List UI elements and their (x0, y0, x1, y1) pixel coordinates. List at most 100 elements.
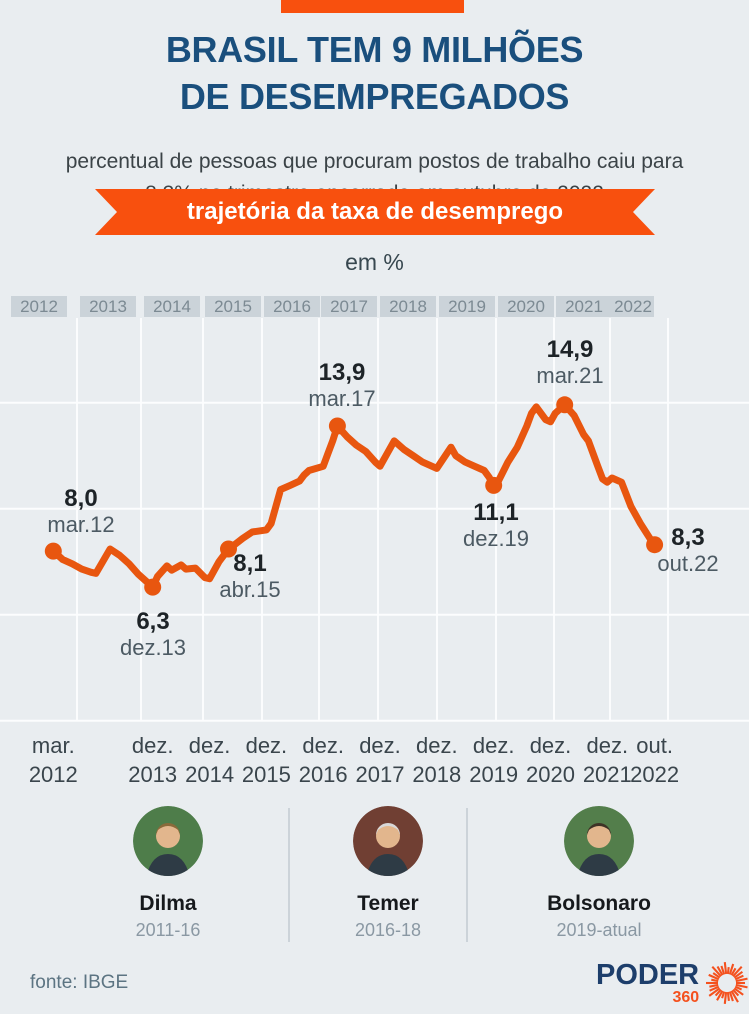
x-tick-year: 2022 (630, 762, 680, 787)
data-point-out.22 (646, 536, 664, 554)
presidents-divider (288, 808, 290, 942)
point-date: abr.15 (219, 577, 281, 602)
data-point-mar.21 (556, 396, 574, 414)
year-band-2016: 2016 (264, 296, 320, 317)
logo-wordmark: PODER (596, 959, 700, 991)
year-band-2012: 2012 (11, 296, 67, 317)
point-value: 11,1 (473, 499, 519, 526)
x-tick-dez.2020: dez. 2020 (526, 731, 575, 789)
president-photo (564, 806, 634, 876)
unemployment-rate-line (49, 401, 659, 591)
president-name: Temer (357, 892, 419, 915)
logo-number: 360 (672, 989, 700, 1006)
year-band-2019: 2019 (439, 296, 495, 317)
x-tick-month: dez. (302, 733, 344, 758)
x-tick-month: dez. (529, 733, 572, 758)
x-tick-year: 2012 (28, 762, 78, 787)
data-point-mar.17 (328, 417, 346, 435)
x-tick-month: dez. (359, 733, 401, 758)
unit-label: em % (345, 249, 404, 275)
section-ribbon: trajetória da taxa de desemprego (95, 189, 655, 235)
x-tick-year: 2019 (469, 762, 519, 787)
poder360-logo: PODER 360 (596, 958, 749, 1008)
point-label-mar.21: 14,9 mar.21 (536, 336, 604, 389)
x-tick-month: dez. (188, 733, 231, 758)
x-tick-year: 2015 (241, 762, 291, 787)
president-name: Dilma (139, 892, 197, 915)
x-tick-month: dez. (415, 733, 458, 758)
x-tick-dez.2017: dez. 2017 (356, 731, 405, 789)
x-tick-month: dez. (131, 733, 174, 758)
x-tick-dez.2015: dez. 2015 (242, 731, 291, 789)
x-tick-month: out. (636, 733, 673, 758)
x-tick-mar.2012: mar. 2012 (29, 731, 78, 789)
year-band-2013: 2013 (80, 296, 136, 317)
point-date: dez.19 (462, 526, 530, 551)
point-label-out.22: 8,3 out.22 (657, 524, 719, 577)
x-tick-dez.2019: dez. 2019 (469, 731, 518, 789)
x-tick-dez.2014: dez. 2014 (185, 731, 234, 789)
point-value: 8,1 (233, 550, 267, 577)
data-point-mar.12 (44, 542, 62, 560)
point-label-dez.13: 6,3 dez.13 (119, 608, 187, 661)
presidents-divider (466, 808, 468, 942)
year-band-2018: 2018 (380, 296, 436, 317)
point-date: mar.17 (308, 386, 376, 411)
source-label: fonte: IBGE (30, 972, 129, 993)
point-date: dez.13 (119, 635, 187, 660)
point-label-mar.17: 13,9 mar.17 (308, 359, 376, 412)
x-tick-year: 2013 (128, 762, 178, 787)
point-label-dez.19: 11,1 dez.19 (462, 499, 530, 552)
page-title: BRASIL TEM 9 MILHÕES DE DESEMPREGADOS (0, 26, 749, 120)
point-label-abr.15: 8,1 abr.15 (219, 550, 281, 603)
president-card-dilma: Dilma 2011-16 (83, 806, 253, 940)
x-tick-month: dez. (472, 733, 515, 758)
point-value: 14,9 (546, 336, 594, 363)
president-card-bolsonaro: Bolsonaro 2019-atual (514, 806, 684, 940)
point-value: 8,3 (671, 524, 705, 551)
x-tick-dez.2018: dez. 2018 (412, 731, 461, 789)
top-ribbon-tail (281, 0, 464, 13)
x-tick-year: 2021 (582, 762, 632, 787)
ribbon-shape-icon (95, 189, 655, 235)
x-tick-out.2022: out. 2022 (630, 731, 679, 789)
year-band-2021: 2021 (556, 296, 612, 317)
point-value: 6,3 (136, 608, 170, 635)
president-period: 2016-18 (354, 920, 422, 940)
point-date: mar.21 (536, 363, 604, 388)
year-band-2022: 2022 (612, 296, 654, 317)
year-band-2020: 2020 (498, 296, 554, 317)
x-tick-year: 2020 (526, 762, 575, 787)
x-tick-dez.2013: dez. 2013 (128, 731, 177, 789)
point-value: 13,9 (318, 359, 366, 386)
point-label-mar.12: 8,0 mar.12 (47, 485, 115, 538)
x-tick-year: 2017 (355, 762, 405, 787)
sunburst-icon (706, 961, 748, 1005)
x-tick-month: dez. (245, 733, 288, 758)
data-point-abr.15 (220, 540, 237, 558)
year-band-2017: 2017 (321, 296, 377, 317)
x-tick-month: dez. (586, 733, 629, 758)
page-title-line2: DE DESEMPREGADOS (179, 76, 570, 117)
year-band-2015: 2015 (205, 296, 261, 317)
page-subtitle-line1: percentual de pessoas que procuram posto… (65, 150, 684, 173)
x-tick-year: 2014 (185, 762, 235, 787)
point-value: 8,0 (64, 485, 98, 512)
president-photo (133, 806, 203, 876)
president-name: Bolsonaro (547, 892, 651, 915)
point-date: mar.12 (47, 512, 115, 537)
year-band-2014: 2014 (144, 296, 200, 317)
x-tick-year: 2018 (412, 762, 462, 787)
president-card-temer: Temer 2016-18 (303, 806, 473, 940)
x-tick-year: 2016 (298, 762, 348, 787)
chart-title: trajetória da taxa de desemprego (186, 198, 564, 225)
x-tick-month: mar. (31, 733, 75, 758)
bottom-margin (0, 1014, 749, 1024)
data-point-dez.13 (144, 578, 162, 596)
president-period: 2011-16 (135, 920, 201, 940)
page-title-line1: BRASIL TEM 9 MILHÕES (165, 29, 584, 70)
point-date: out.22 (657, 551, 719, 576)
data-point-dez.19 (485, 476, 503, 494)
